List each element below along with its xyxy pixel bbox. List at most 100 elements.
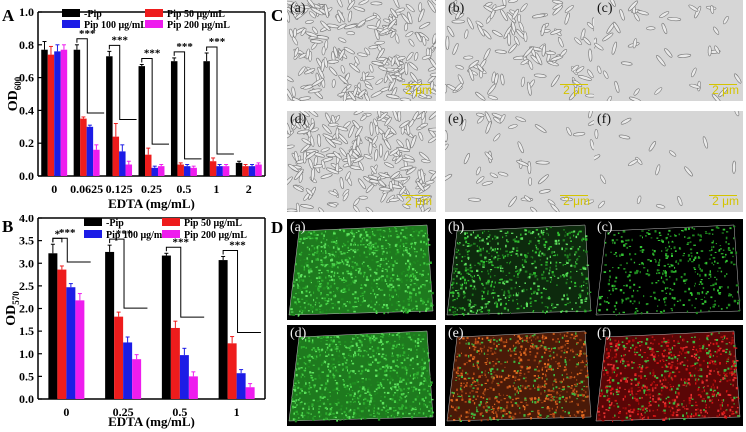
clsm-tile-label: (a) (290, 220, 306, 235)
significance-bracket (141, 57, 170, 145)
x-tick-label: 2 (246, 182, 252, 196)
clsm-tile-label: (d) (290, 326, 307, 341)
bar (57, 269, 67, 399)
scale-bar (560, 83, 588, 85)
sem-tile: (a) 2 μm (287, 0, 436, 101)
clsm-tile: (c) (594, 219, 743, 320)
clsm-tile: (b) (445, 219, 594, 320)
bar (151, 167, 158, 176)
x-tick-label: 1 (234, 405, 240, 419)
legend-label: Pip 100 μg/mL (106, 230, 169, 241)
bar (125, 164, 133, 176)
bar (161, 255, 171, 399)
sem-tile: (e) 2 μm (445, 111, 594, 212)
y-tick-label: 3.5 (19, 234, 34, 248)
bar (60, 49, 68, 176)
scale-bar-label: 2 μm (563, 194, 590, 208)
y-tick-label: 0.0 (19, 169, 34, 183)
x-tick-label: 0.25 (113, 405, 134, 419)
significance-label: *** (173, 236, 190, 248)
bar (54, 51, 61, 176)
clsm-tile-label: (f) (597, 326, 611, 341)
significance-bracket (108, 44, 137, 121)
bar (48, 253, 58, 399)
legend-label: -Pip (106, 218, 124, 229)
bar (86, 126, 94, 176)
y-tick-label: 0.2 (19, 136, 34, 150)
x-tick-label: 0 (51, 182, 57, 196)
clsm-tile: (e) (445, 325, 594, 426)
bar (188, 376, 198, 399)
x-tick-label: 0.5 (176, 182, 191, 196)
significance-bracket (165, 246, 205, 318)
x-tick-label: 0.0625 (70, 182, 103, 196)
x-tick-label: 0 (63, 405, 69, 419)
bar (190, 167, 197, 176)
legend-label: Pip 200 μg/mL (167, 20, 230, 31)
clsm-tile: (a) (287, 219, 436, 320)
bar (138, 66, 146, 176)
legend-swatch (84, 230, 102, 238)
y-tick-label: 0.5 (19, 369, 34, 383)
bar (222, 166, 230, 176)
significance-bracket (222, 249, 261, 334)
y-axis-label: OD600 (6, 76, 23, 111)
significance-label: *** (209, 36, 226, 48)
significance-bracket (52, 237, 91, 263)
bar (245, 387, 255, 399)
clsm-tile: (f) (594, 325, 743, 426)
scale-bar-label: 2 μm (563, 83, 590, 97)
bar (248, 166, 256, 176)
bar (209, 161, 217, 176)
bar (170, 61, 178, 177)
panel-letter-a: A (2, 6, 15, 25)
significance-label: *** (111, 34, 128, 46)
legend-label: Pip 200 μg/mL (184, 230, 247, 241)
sem-tile-label: (c) (597, 1, 613, 16)
y-tick-label: 0.4 (19, 103, 34, 117)
bar (179, 355, 189, 399)
bar (203, 61, 210, 177)
chart-b-od570: 0.0 0.5 1.0 1.5 2.0 2.5 3.0 3.5 4.0 0 *** 0.25 *** 0.… (4, 215, 266, 429)
significance-bracket (52, 237, 63, 243)
bar (41, 49, 48, 176)
significance-label: *** (79, 28, 96, 40)
x-tick-label: 0.5 (172, 405, 187, 419)
scale-bar (560, 194, 588, 196)
legend-label: Pip 50 μg/mL (167, 9, 225, 20)
legend-swatch (145, 9, 163, 17)
x-tick-label: 1 (213, 182, 219, 196)
significance-label: *** (229, 239, 246, 251)
clsm-3d-render (595, 224, 741, 316)
scale-bar-label: 2 μm (405, 83, 432, 97)
bar (66, 287, 76, 399)
sem-tile-label: (d) (290, 112, 307, 127)
scale-bar-label: 2 μm (712, 83, 739, 97)
legend-swatch (162, 218, 180, 226)
y-tick-label: 0.6 (19, 71, 34, 85)
scale-bar-label: 2 μm (405, 194, 432, 208)
bar (93, 149, 100, 176)
legend-swatch (62, 9, 80, 17)
y-tick-label: 1.0 (19, 347, 34, 361)
significance-bracket (76, 38, 105, 114)
bar (80, 118, 87, 176)
bar (119, 151, 126, 176)
bar (132, 359, 142, 399)
bar (255, 164, 262, 176)
y-tick-label: 3.0 (19, 256, 34, 270)
legend-swatch (62, 20, 80, 28)
bar (177, 164, 184, 176)
scale-bar (709, 83, 737, 85)
sem-tile: (f) 2 μm (594, 111, 743, 212)
significance-bracket (206, 46, 234, 155)
bar (242, 166, 249, 176)
bar (170, 327, 180, 399)
bar (236, 373, 246, 399)
significance-label: *** (144, 47, 161, 59)
bar (106, 56, 113, 176)
y-axis-label: OD570 (4, 291, 21, 326)
scale-bar (402, 194, 430, 196)
x-tick-label: 0.125 (106, 182, 133, 196)
significance-bracket (109, 238, 148, 309)
